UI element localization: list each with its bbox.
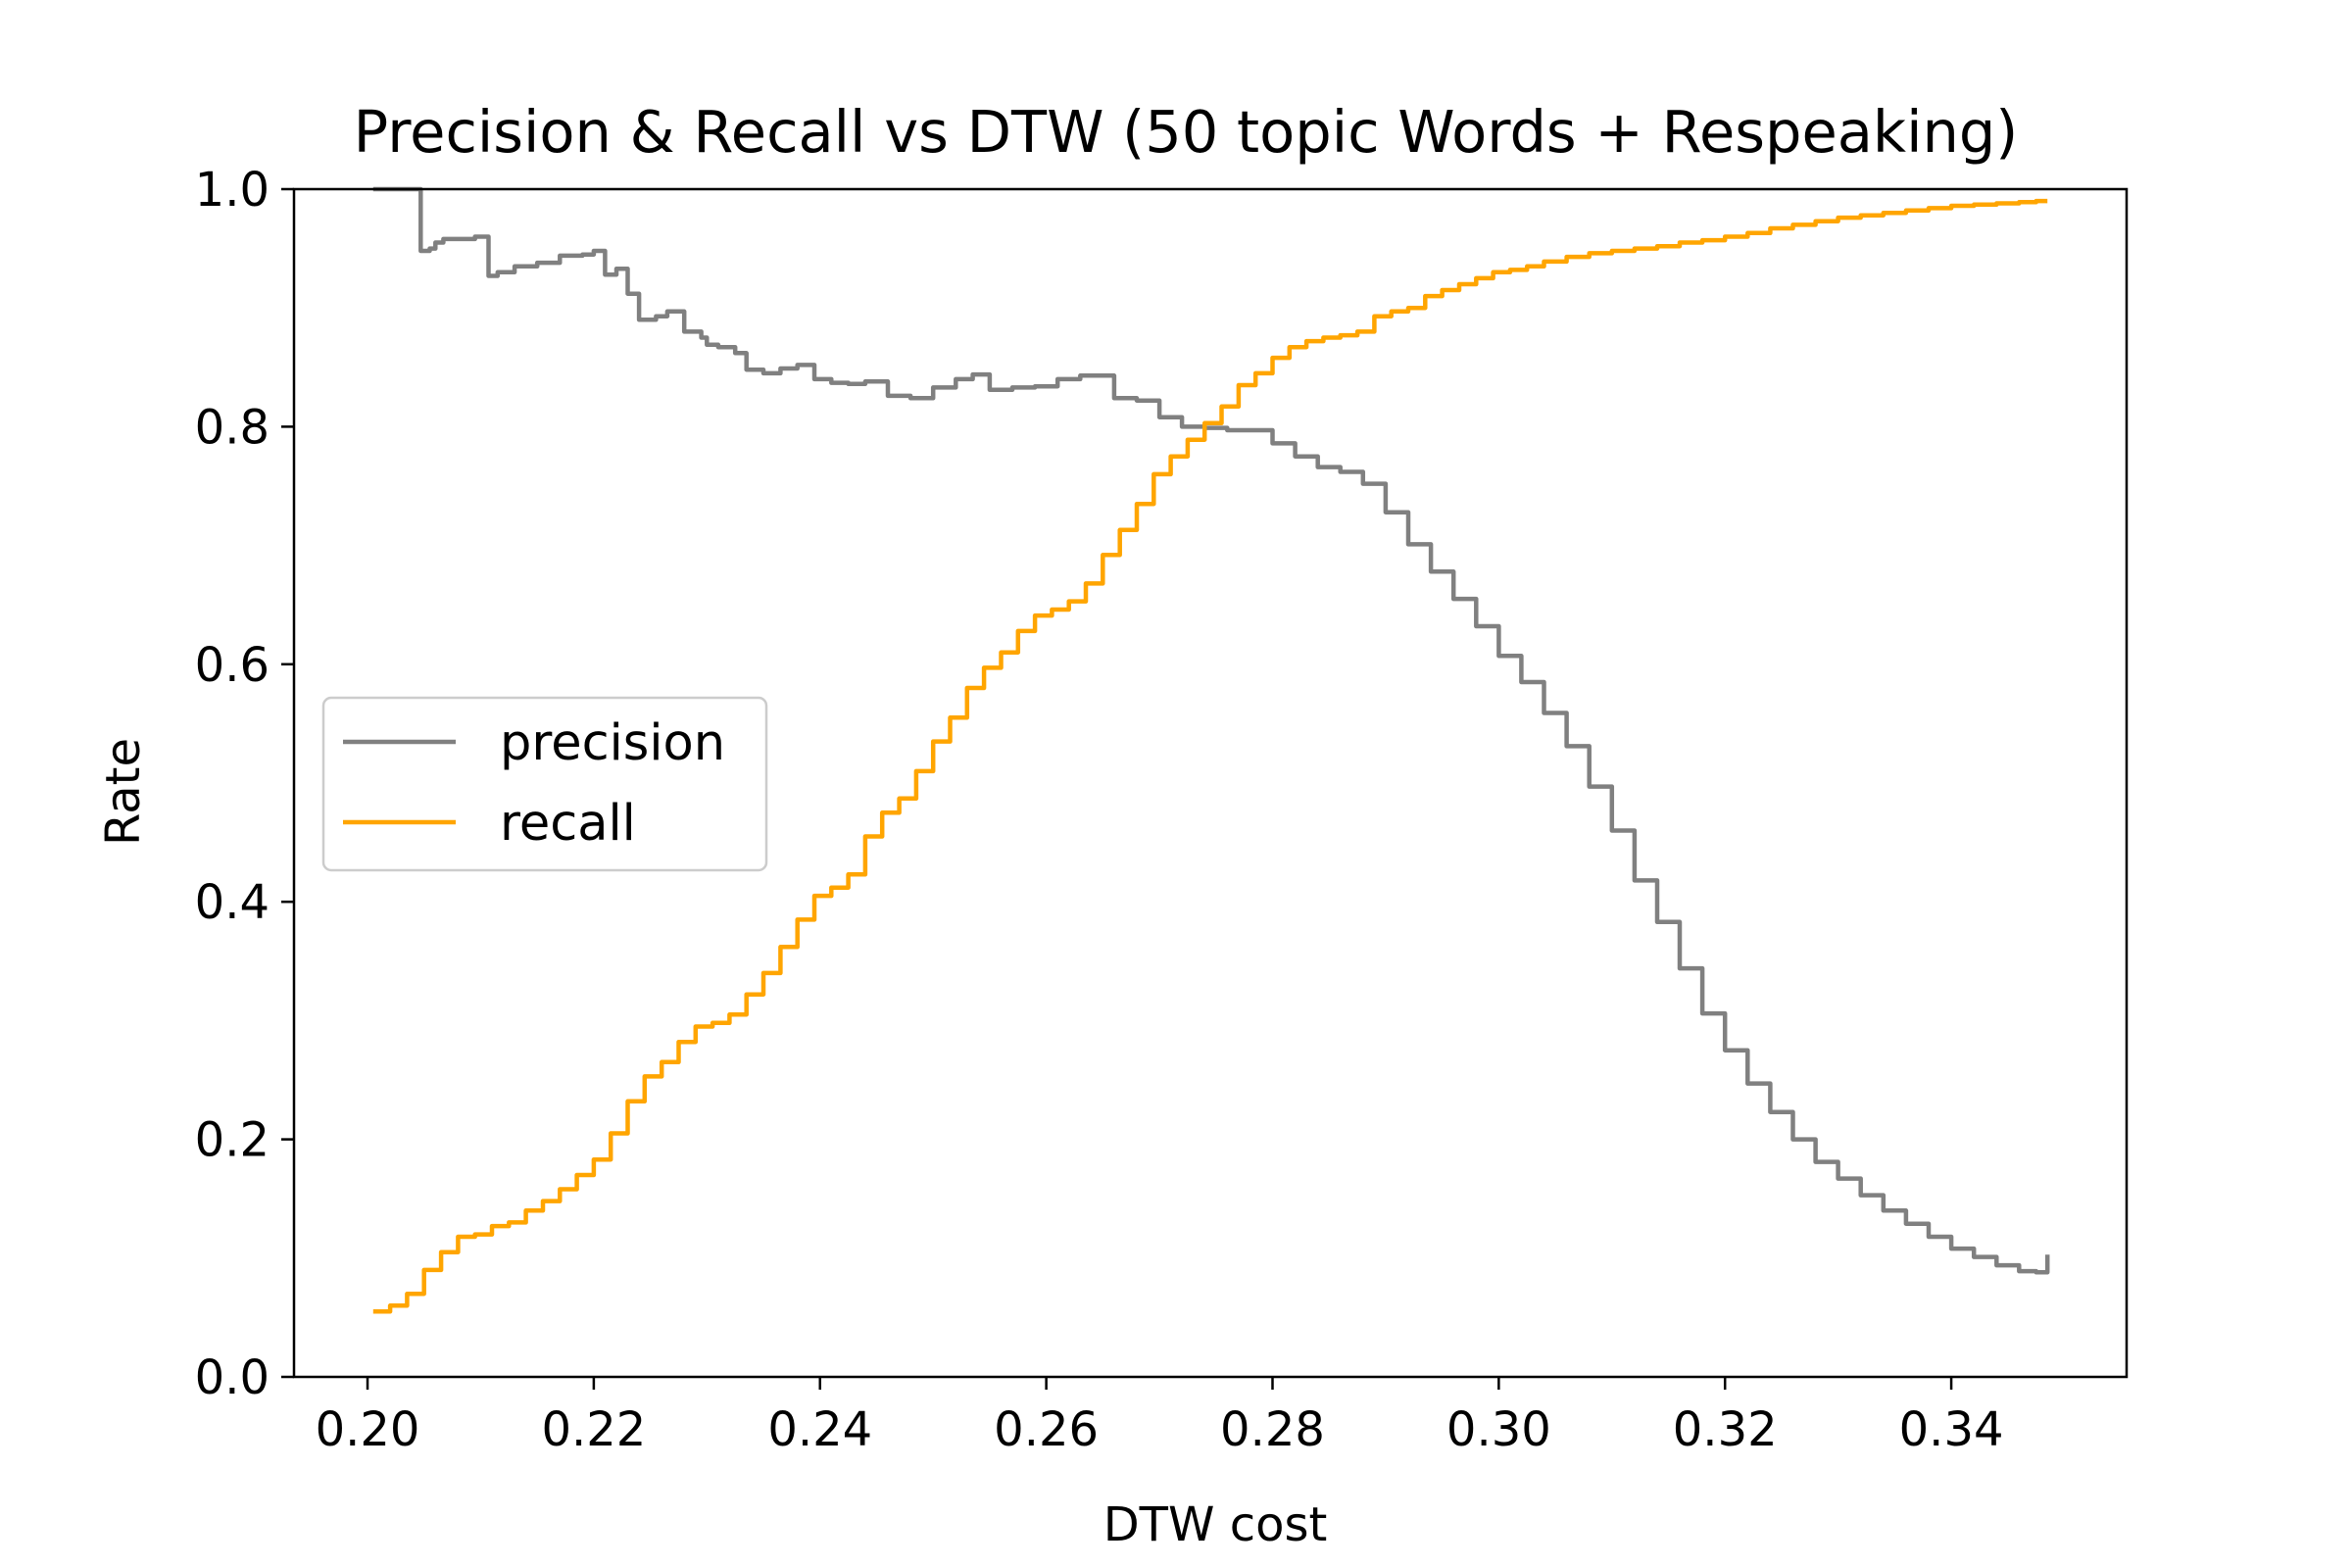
x-tick-label: 0.26 [994, 1402, 1099, 1457]
legend: precision recall [321, 696, 768, 872]
y-tick-label: 0.4 [195, 875, 270, 930]
y-tick-label: 1.0 [195, 163, 270, 218]
x-tick-label: 0.20 [316, 1402, 420, 1457]
axes-frame [292, 187, 2129, 1379]
plot-area: 0.20 0.22 0.24 0.26 0.28 0.30 0.32 0.34 0.0 0.2 0.… [195, 163, 2129, 1457]
x-tick-label: 0.22 [541, 1402, 646, 1457]
x-tick-label: 0.30 [1446, 1402, 1551, 1457]
y-tick-label: 0.6 [195, 638, 270, 693]
y-tick-label: 0.2 [195, 1113, 270, 1168]
x-tick-label: 0.32 [1673, 1402, 1778, 1457]
series-line-precision [372, 186, 2050, 1275]
legend-label-recall: recall [500, 795, 636, 853]
y-axis-label: Rate [96, 738, 151, 846]
chart-title: Precision & Recall vs DTW (50 topic Word… [354, 98, 2019, 166]
x-tick-label: 0.24 [767, 1402, 872, 1457]
x-tick-label: 0.34 [1899, 1402, 2004, 1457]
x-axis-label: DTW cost [1103, 1497, 1328, 1552]
y-tick-label: 0.8 [195, 400, 270, 455]
x-tick-label: 0.28 [1220, 1402, 1325, 1457]
series-line-recall [372, 198, 2048, 1314]
legend-label-precision: precision [500, 714, 725, 772]
y-tick-label: 0.0 [195, 1350, 270, 1405]
